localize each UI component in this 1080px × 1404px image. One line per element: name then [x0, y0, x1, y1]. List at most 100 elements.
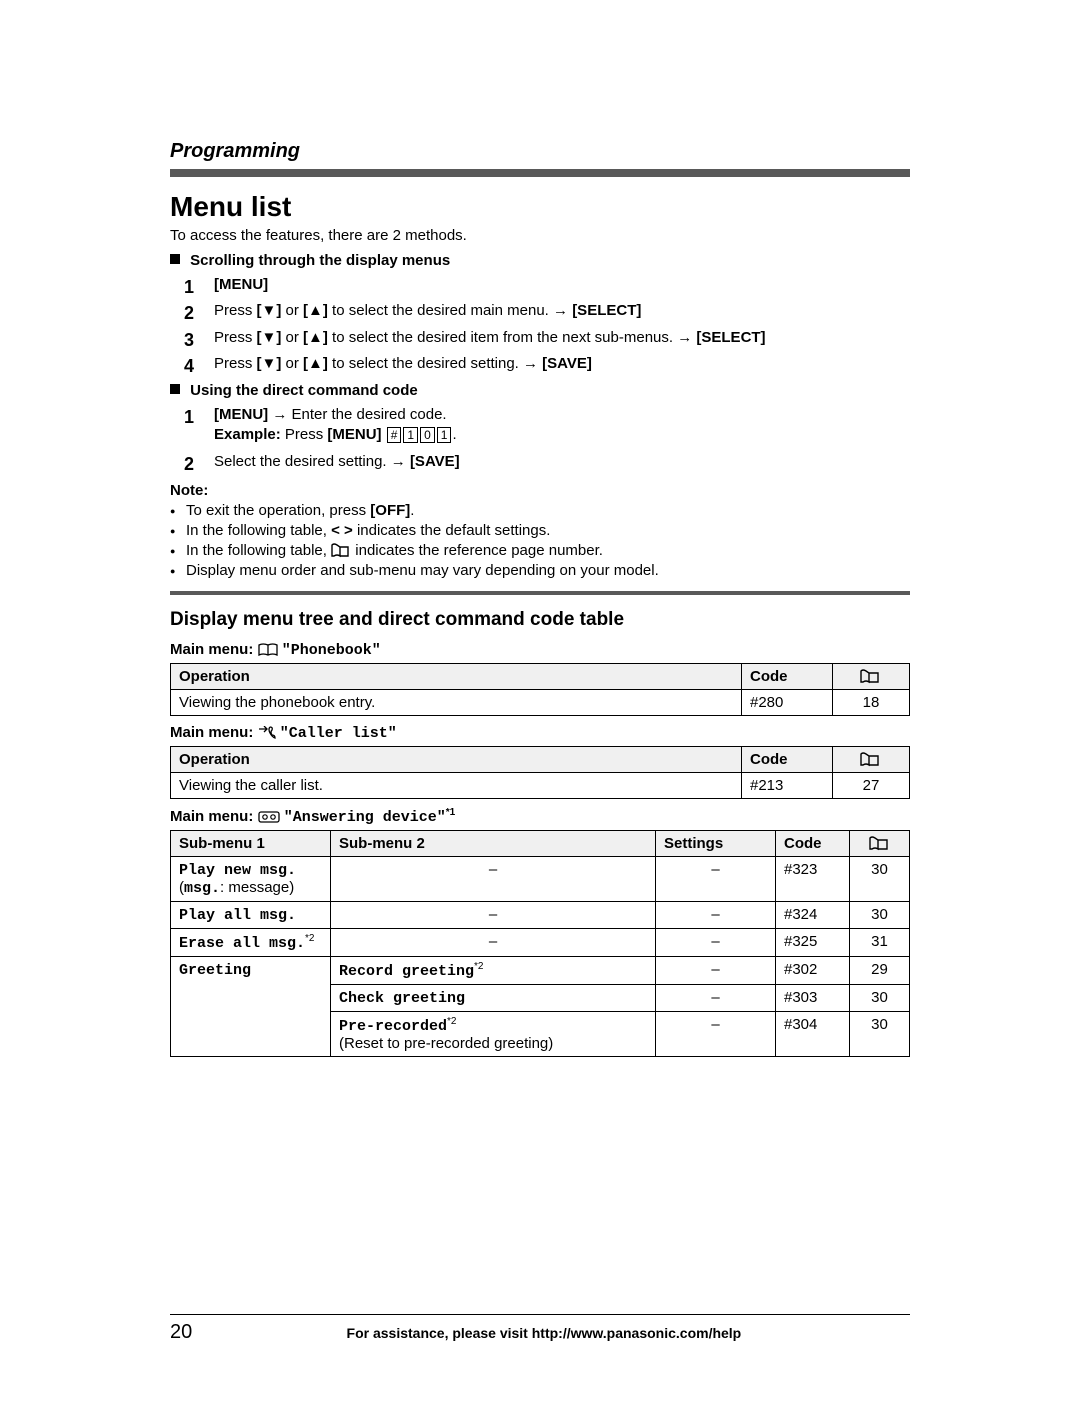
txt: Main menu:: [170, 724, 258, 741]
keycap-0: 0: [420, 427, 435, 443]
cell: Pre-recorded*2(Reset to pre-recorded gre…: [331, 1011, 656, 1056]
cell: Erase all msg.*2: [171, 928, 331, 956]
txt: Press: [214, 355, 257, 372]
note-1: To exit the operation, press [OFF].: [186, 502, 910, 519]
cell: –: [656, 901, 776, 928]
txt: Main menu:: [170, 808, 258, 825]
cell: –: [331, 856, 656, 901]
txt: or: [281, 355, 303, 372]
square-bullet-icon: [170, 254, 180, 264]
footer: 20 For assistance, please visit http://w…: [170, 1314, 910, 1344]
book-icon: [258, 643, 278, 657]
scroll-step-4: 4 Press [▼] or [▲] to select the desired…: [214, 354, 910, 374]
square-bullet-icon: [170, 384, 180, 394]
scroll-step-2: 2 Press [▼] or [▲] to select the desired…: [214, 301, 910, 321]
direct-step-2: 2 Select the desired setting. → [SAVE]: [214, 452, 910, 472]
txt: Press: [281, 426, 328, 443]
menu-key: [MENU]: [214, 276, 268, 293]
note-4: Display menu order and sub-menu may vary…: [186, 562, 910, 579]
arrow: →: [268, 406, 291, 423]
table-row: Viewing the caller list. #213 27: [171, 772, 910, 798]
txt: or: [281, 329, 303, 346]
table-row: Play new msg.(msg.: message) – – #323 30: [171, 856, 910, 901]
col-operation: Operation: [171, 663, 742, 689]
superscript: *2: [474, 961, 483, 972]
cell: –: [656, 956, 776, 984]
note-3: In the following table, indicates the re…: [186, 542, 910, 559]
cell: #324: [776, 901, 850, 928]
answering-menu-line: Main menu: "Answering device"*1: [170, 807, 910, 826]
cell: Check greeting: [331, 984, 656, 1011]
superscript: *2: [305, 933, 314, 944]
page-ref-icon: [869, 835, 891, 851]
cell: Viewing the caller list.: [171, 772, 742, 798]
cell: –: [331, 901, 656, 928]
save-key: [SAVE]: [542, 355, 592, 372]
cell: 27: [833, 772, 910, 798]
submenu-name: Erase all msg.: [179, 935, 305, 952]
note-2: In the following table, < > indicates th…: [186, 522, 910, 539]
txt: to select the desired setting. →: [328, 355, 542, 372]
col-operation: Operation: [171, 746, 742, 772]
phonebook-table: Operation Code Viewing the phonebook ent…: [170, 663, 910, 716]
cell: 30: [850, 856, 910, 901]
txt: To exit the operation, press: [186, 502, 370, 519]
cell: Viewing the phonebook entry.: [171, 689, 742, 715]
txt: to select the desired main menu. →: [328, 302, 572, 319]
txt: Main menu:: [170, 641, 258, 658]
cell: #304: [776, 1011, 850, 1056]
menu-key: [MENU]: [214, 406, 268, 423]
cell: –: [656, 856, 776, 901]
superscript: *2: [447, 1016, 456, 1027]
cell: –: [656, 928, 776, 956]
scroll-step-3: 3 Press [▼] or [▲] to select the desired…: [214, 328, 910, 348]
cell: 30: [850, 1011, 910, 1056]
page-title: Menu list: [170, 191, 910, 223]
txt: Select the desired setting. →: [214, 453, 410, 470]
save-key: [SAVE]: [410, 453, 460, 470]
down-key: [▼]: [257, 355, 282, 372]
note-label: Note:: [170, 482, 910, 499]
phonebook-menu-line: Main menu: "Phonebook": [170, 641, 910, 659]
caller-table: Operation Code Viewing the caller list. …: [170, 746, 910, 799]
cell: –: [656, 984, 776, 1011]
keycap-1: 1: [403, 427, 418, 443]
keycap-hash: #: [387, 427, 402, 443]
cell: #280: [742, 689, 833, 715]
scroll-step-1: 1 [MENU]: [214, 275, 910, 295]
keycap-1: 1: [437, 427, 452, 443]
menu-name: "Phonebook": [282, 642, 381, 659]
cell: Play new msg.(msg.: message): [171, 856, 331, 901]
cell: 30: [850, 984, 910, 1011]
note: (Reset to pre-recorded greeting): [339, 1035, 553, 1052]
txt: Press: [214, 302, 257, 319]
note: (msg.: message): [179, 879, 294, 896]
submenu-name: Play new msg.: [179, 862, 296, 879]
col-page-ref: [833, 746, 910, 772]
table-header-row: Operation Code: [171, 746, 910, 772]
up-key: [▲]: [303, 355, 328, 372]
direct-heading: Using the direct command code: [170, 382, 910, 399]
txt: indicates the default settings.: [353, 522, 551, 539]
cell: 31: [850, 928, 910, 956]
txt: indicates the reference page number.: [355, 542, 603, 559]
col-submenu2: Sub-menu 2: [331, 830, 656, 856]
cell: 18: [833, 689, 910, 715]
col-code: Code: [742, 663, 833, 689]
cell: #325: [776, 928, 850, 956]
txt: In the following table,: [186, 542, 331, 559]
cell: 30: [850, 901, 910, 928]
table-row: Play all msg. – – #324 30: [171, 901, 910, 928]
rule-thick: [170, 169, 910, 177]
table-header-row: Operation Code: [171, 663, 910, 689]
rule-thin: [170, 591, 910, 595]
select-key: [SELECT]: [572, 302, 641, 319]
menu-key: [MENU]: [327, 426, 381, 443]
tape-icon: [258, 810, 280, 824]
up-key: [▲]: [303, 302, 328, 319]
section-heading: Programming: [170, 140, 910, 163]
txt: or: [281, 302, 303, 319]
page-number: 20: [170, 1321, 270, 1344]
example-label: Example:: [214, 426, 281, 443]
caller-menu-line: Main menu: "Caller list": [170, 724, 910, 742]
